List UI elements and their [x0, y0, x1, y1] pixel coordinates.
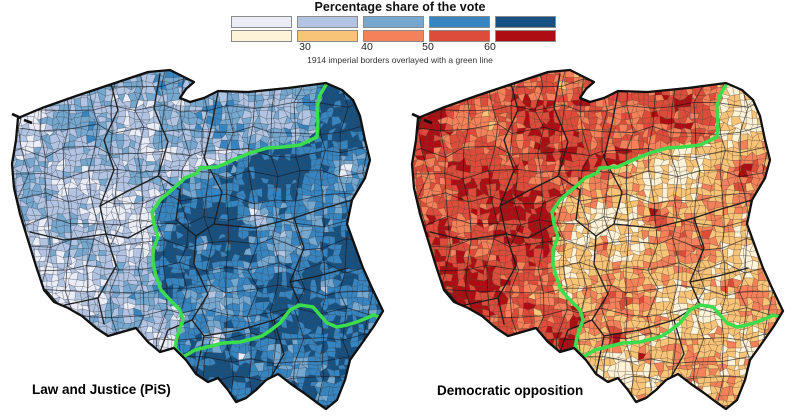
legend-swatch [231, 16, 292, 28]
legend-tick: 50 [422, 41, 434, 53]
legend-swatch [429, 16, 490, 28]
legend-caption: 1914 imperial borders overlayed with a g… [307, 55, 493, 65]
map-panel-pis [8, 68, 392, 412]
legend-swatch [297, 30, 358, 42]
legend-swatch [363, 16, 424, 28]
legend-tick: 60 [484, 41, 496, 53]
legend-tick: 30 [299, 41, 311, 53]
opposition-choropleth-canvas [408, 68, 792, 412]
map-label-pis: Law and Justice (PiS) [32, 382, 171, 397]
legend-swatch [231, 30, 292, 42]
legend-swatch-row-opposition [231, 30, 556, 42]
legend-title: Percentage share of the vote [314, 0, 486, 14]
legend-swatch-row-pis [231, 16, 556, 28]
map-panel-opposition [408, 68, 792, 412]
legend-swatch [495, 16, 556, 28]
pis-choropleth-canvas [8, 68, 392, 412]
legend-tick: 40 [361, 41, 373, 53]
legend-swatch [363, 30, 424, 42]
legend-swatch [495, 30, 556, 42]
legend-swatch [429, 30, 490, 42]
legend-swatch [297, 16, 358, 28]
legend-tick-labels: 30 40 50 60 [0, 41, 800, 53]
map-label-opposition: Democratic opposition [437, 383, 584, 398]
